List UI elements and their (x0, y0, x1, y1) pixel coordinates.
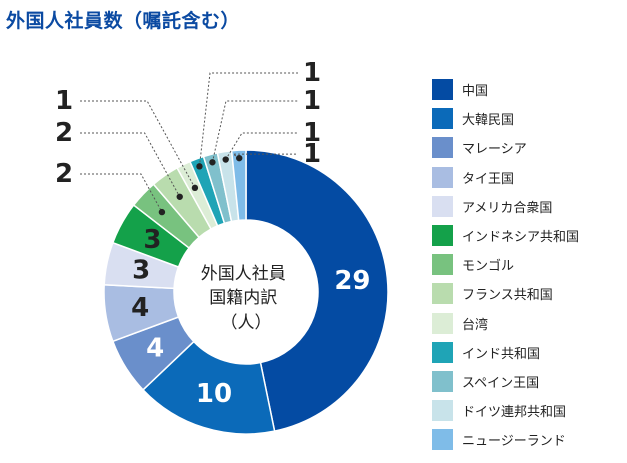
leader-line-8 (80, 132, 181, 198)
leader-line-9 (80, 100, 196, 189)
center-label: 外国人社員 国籍内訳 （人） (201, 264, 291, 333)
legend-item: モンゴル (432, 253, 579, 276)
data-label-7: 2 (55, 159, 73, 189)
legend-label: マレーシア (462, 142, 527, 158)
data-label-9: 1 (55, 86, 73, 116)
leader-dot-13 (236, 154, 243, 162)
slice-1 (245, 149, 389, 432)
leader-line-7 (80, 173, 163, 213)
legend-swatch (432, 166, 453, 188)
legend-item: 中国 (432, 78, 579, 101)
legend-item: ニュージーランド (432, 428, 579, 451)
data-label-5: 3 (132, 255, 150, 285)
data-label-6: 3 (143, 225, 161, 255)
legend-swatch (432, 79, 453, 100)
data-label-4: 4 (131, 293, 149, 323)
center-label-line-1: 外国人社員 (201, 264, 286, 284)
data-label-10: 1 (303, 58, 321, 88)
legend-swatch (432, 370, 453, 392)
leader-dot-12 (222, 156, 229, 163)
leader-dot-10 (196, 163, 203, 170)
center-label-line-2: 国籍内訳 (209, 288, 277, 308)
legend-item: アメリカ合衆国 (432, 195, 579, 218)
legend-swatch (432, 400, 453, 422)
legend-label: ドイツ連邦共和国 (462, 405, 567, 421)
legend-item: 大韓民国 (432, 107, 579, 130)
legend-label: 中国 (462, 84, 489, 99)
legend-swatch (432, 429, 453, 451)
legend-label: 台湾 (462, 317, 489, 333)
data-label-3: 4 (146, 334, 164, 364)
leader-dot-11 (209, 159, 216, 166)
data-label-12: 1 (303, 118, 321, 148)
legend-item: スペイン王国 (432, 370, 579, 393)
legend-item: 台湾 (432, 312, 579, 335)
legend-label: インド共和国 (462, 346, 541, 362)
legend-swatch (432, 108, 453, 130)
legend: 中国大韓民国マレーシアタイ王国アメリカ合衆国インドネシア共和国 モンゴルフランス共… (432, 78, 579, 457)
legend-swatch (432, 137, 453, 159)
legend-swatch (432, 195, 453, 217)
slice-13 (230, 149, 247, 222)
leader-line-11 (211, 100, 298, 163)
center-label-line-3: （人） (221, 313, 272, 333)
legend-item: ドイツ連邦共和国 (432, 399, 579, 422)
data-label-1: 29 (334, 266, 370, 296)
leader-dot-8 (176, 193, 183, 200)
pie-slices (103, 149, 389, 435)
legend-item: インドネシア共和国 (432, 224, 579, 247)
legend-label: 大韓民国 (462, 113, 515, 129)
legend-swatch (432, 283, 453, 305)
data-label-11: 1 (303, 86, 321, 116)
legend-item: インド共和国 (432, 341, 579, 364)
leader-lines (80, 72, 298, 216)
legend-swatch (432, 341, 453, 363)
data-label-13: 1 (303, 139, 321, 169)
legend-swatch (432, 312, 453, 334)
legend-label: アメリカ合衆国 (462, 200, 553, 216)
legend-label: フランス共和国 (462, 288, 553, 304)
leader-line-10 (198, 72, 298, 167)
legend-swatch (432, 254, 453, 276)
leader-dot-9 (191, 184, 199, 192)
legend-label: スペイン王国 (462, 375, 540, 391)
legend-item: フランス共和国 (432, 282, 579, 305)
legend-swatch (432, 224, 453, 246)
legend-label: インドネシア共和国 (462, 229, 580, 245)
legend-item: タイ王国 (432, 166, 579, 189)
leader-line-12 (225, 132, 298, 160)
legend-item: マレーシア (432, 136, 579, 159)
data-label-2: 10 (196, 379, 232, 409)
legend-label: モンゴル (462, 259, 515, 275)
data-label-8: 2 (55, 118, 73, 148)
legend-label: ニュージーランド (462, 434, 566, 450)
leader-dot-7 (158, 208, 166, 216)
legend-label: タイ王国 (462, 171, 515, 187)
chart-title: 外国人社員数（嘱託含む） (6, 10, 241, 32)
